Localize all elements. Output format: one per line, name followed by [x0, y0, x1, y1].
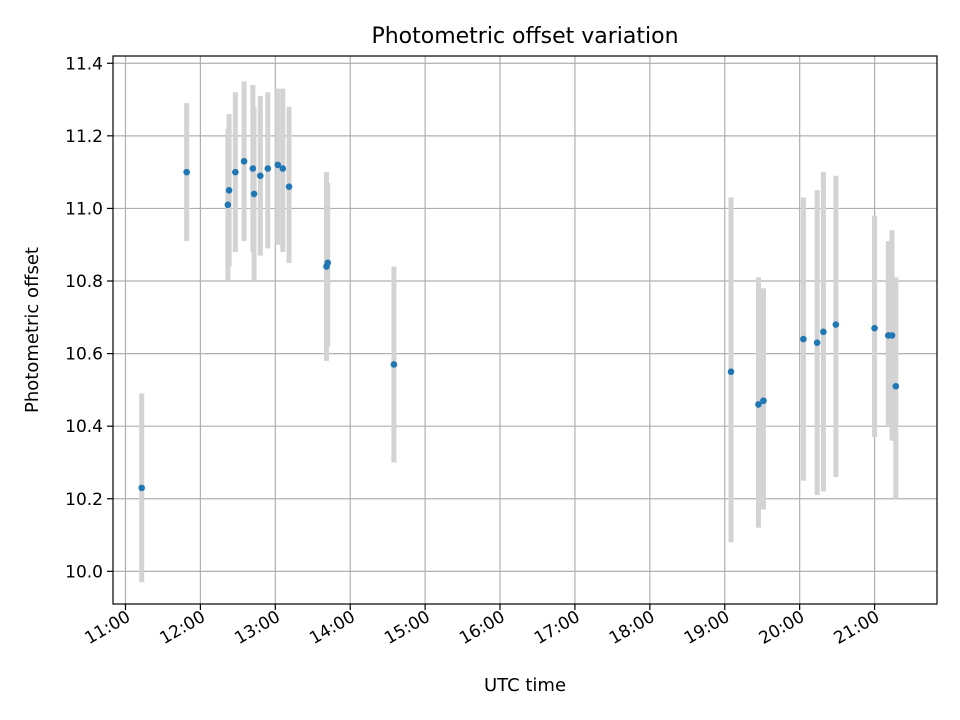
data-point: [240, 157, 248, 165]
data-point: [232, 168, 239, 176]
data-point: [183, 168, 190, 176]
data-point: [264, 165, 272, 172]
y-tick-label: 10.4: [65, 417, 103, 437]
y-tick-label: 10.8: [65, 272, 103, 292]
data-point: [250, 190, 258, 198]
y-axis-label: Photometric offset: [22, 247, 43, 413]
data-point: [820, 328, 827, 336]
data-point: [390, 361, 398, 368]
data-point: [274, 161, 282, 169]
data-points: [138, 157, 900, 492]
chart-title: Photometric offset variation: [371, 24, 678, 49]
data-point: [832, 321, 840, 328]
data-point: [727, 368, 735, 376]
y-tick-label: 10.0: [65, 562, 103, 582]
y-axis-ticks: 10.0 10.2 10.4 10.6 10.8 11.0 11.2 11.4: [65, 54, 113, 582]
data-point: [892, 382, 900, 390]
data-point: [760, 397, 767, 405]
data-point: [871, 324, 878, 332]
y-tick-label: 11.2: [65, 127, 103, 147]
data-point: [224, 201, 232, 209]
data-point: [755, 401, 762, 408]
data-point: [285, 183, 293, 190]
data-point: [138, 484, 146, 492]
plot-area-frame: [112, 55, 938, 605]
data-point: [888, 332, 896, 339]
y-tick-label: 11.0: [65, 199, 103, 219]
data-point: [279, 165, 287, 172]
y-tick-label: 10.6: [65, 345, 103, 365]
y-tick-label: 11.4: [65, 54, 103, 74]
data-point: [249, 165, 257, 172]
data-point: [800, 335, 807, 343]
data-point: [257, 172, 264, 180]
data-point: [225, 186, 233, 194]
data-point: [324, 259, 332, 267]
x-axis-label: UTC time: [484, 675, 566, 696]
data-point: [813, 339, 821, 347]
y-tick-label: 10.2: [65, 490, 103, 510]
